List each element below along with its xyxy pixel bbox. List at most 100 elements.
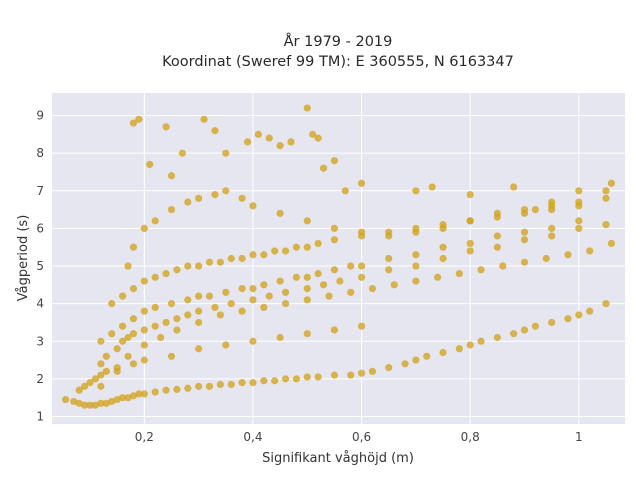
data-point [178, 149, 186, 157]
data-point [548, 318, 556, 327]
data-point [309, 130, 317, 138]
data-point [385, 254, 393, 263]
data-point [238, 307, 246, 315]
data-point [439, 243, 447, 251]
data-point [140, 356, 148, 364]
data-point [412, 187, 420, 195]
data-point [249, 284, 257, 293]
data-point [303, 217, 311, 225]
chart-title-line-2: Koordinat (Sweref 99 TM): E 360555, N 61… [162, 54, 514, 70]
data-point [80, 382, 89, 390]
data-point [477, 337, 485, 345]
data-point [347, 288, 355, 296]
data-point [140, 307, 148, 315]
data-point [129, 243, 138, 251]
data-point [211, 127, 219, 135]
data-point [113, 345, 121, 353]
data-point [238, 194, 246, 202]
data-point [330, 371, 339, 379]
data-point [281, 247, 290, 255]
x-tick-label: 1 [575, 430, 583, 444]
data-point [493, 232, 501, 240]
data-point [222, 288, 230, 296]
data-point [260, 281, 268, 289]
data-point [602, 194, 610, 202]
data-point [91, 401, 100, 409]
data-point [330, 326, 339, 334]
data-point [466, 190, 474, 199]
data-point [510, 330, 518, 338]
data-point [211, 303, 219, 311]
data-point [385, 266, 393, 274]
data-point [602, 300, 610, 308]
data-point [520, 228, 529, 236]
data-point [151, 388, 159, 396]
data-point [325, 292, 333, 300]
data-point [303, 104, 311, 112]
data-point [124, 394, 132, 402]
data-point [167, 206, 176, 214]
data-point [195, 292, 203, 300]
data-point [276, 333, 284, 342]
data-point [97, 371, 105, 379]
x-tick-label: 0,6 [352, 430, 371, 444]
data-point [319, 164, 328, 172]
data-point [542, 254, 550, 263]
data-point [249, 296, 257, 304]
data-point [412, 251, 420, 259]
data-point [368, 367, 377, 375]
data-point [184, 296, 192, 304]
data-point [113, 367, 121, 375]
data-point [499, 262, 507, 270]
data-point [477, 266, 485, 274]
data-point [602, 221, 610, 229]
data-point [292, 273, 301, 281]
data-point [173, 326, 181, 334]
y-tick-label: 2 [36, 372, 44, 386]
data-point [184, 311, 192, 319]
data-point [195, 307, 203, 315]
data-point [401, 360, 409, 368]
data-point [412, 228, 420, 236]
data-point [129, 284, 138, 293]
data-point [531, 206, 539, 214]
data-point [140, 326, 148, 334]
data-point [222, 341, 230, 349]
data-point [281, 375, 290, 383]
y-axis-title: Vågperiod (s) [16, 215, 31, 302]
data-point [455, 345, 463, 353]
data-point [184, 384, 192, 392]
data-point [75, 399, 83, 407]
data-point [195, 194, 203, 202]
data-point [129, 330, 138, 338]
data-point [80, 401, 89, 409]
data-point [113, 395, 121, 404]
data-point [385, 232, 393, 240]
y-tick-label: 1 [36, 409, 44, 423]
data-point [249, 202, 257, 210]
data-point [303, 373, 311, 381]
data-point [108, 397, 116, 406]
data-point [195, 382, 203, 390]
data-point [119, 337, 127, 345]
x-tick-label: 0,8 [461, 430, 480, 444]
data-point [466, 247, 474, 255]
data-point [412, 356, 420, 364]
x-axis-ticks: 0,2 0,4 0,6 0,8 1 [135, 430, 583, 444]
plot-area [52, 93, 625, 424]
data-point [91, 375, 100, 383]
data-point [162, 318, 170, 327]
data-point [357, 322, 366, 330]
data-point [195, 345, 203, 353]
data-point [151, 217, 159, 225]
data-point [314, 134, 322, 142]
data-point [412, 262, 420, 270]
data-point [357, 179, 366, 187]
data-point [520, 206, 529, 214]
data-point [108, 330, 116, 338]
data-point [227, 380, 235, 389]
data-point [575, 198, 583, 206]
data-point [548, 232, 556, 240]
y-tick-label: 8 [36, 146, 44, 160]
chart-title-line-1: År 1979 - 2019 [284, 33, 393, 50]
